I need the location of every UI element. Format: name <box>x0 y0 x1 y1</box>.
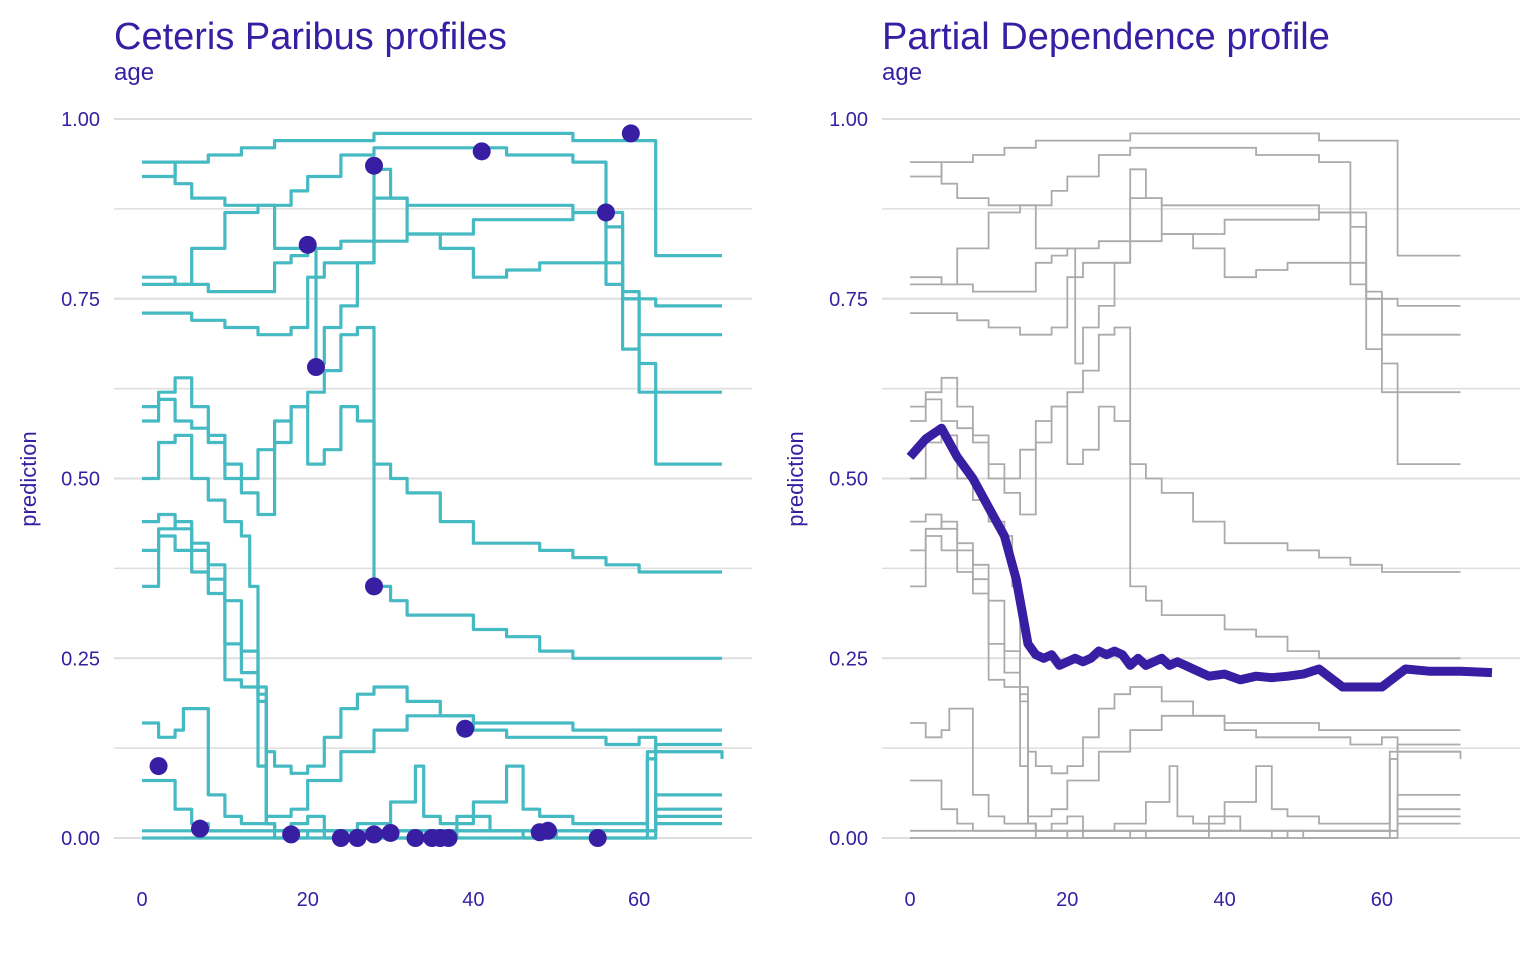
observation-point <box>539 821 557 840</box>
observation-point <box>365 156 383 175</box>
cp-profile-line <box>142 707 722 833</box>
cp-y-ticks: 0.00 0.25 0.50 0.75 1.00 <box>61 109 100 850</box>
pd-title: Partial Dependence profile <box>882 16 1330 58</box>
x-tick-label: 0 <box>904 889 915 911</box>
background-profile-line <box>910 707 1461 832</box>
observation-point <box>406 829 425 847</box>
y-tick-label: 0.25 <box>61 648 100 670</box>
observation-point <box>331 829 350 847</box>
cp-profile-line <box>142 167 722 366</box>
background-profile-line <box>910 326 1461 660</box>
pd-main-line <box>906 423 1493 692</box>
pd-panel: Partial Dependence profile age predictio… <box>783 16 1520 911</box>
x-tick-label: 40 <box>462 889 484 911</box>
observation-point <box>191 819 209 838</box>
cp-profile-line <box>142 131 722 258</box>
background-profile-line <box>910 520 1461 775</box>
background-profile-line <box>910 197 1461 394</box>
observation-point <box>597 203 615 222</box>
y-tick-label: 0.75 <box>61 289 100 311</box>
pd-subtitle: age <box>882 59 922 86</box>
y-tick-label: 0.50 <box>61 469 100 491</box>
observation-point <box>456 719 475 738</box>
observation-point <box>621 124 640 143</box>
cp-profile-line <box>142 325 722 660</box>
observation-point <box>149 757 168 776</box>
cp-profile-line <box>142 512 722 833</box>
cp-observation-points <box>149 124 640 847</box>
observation-point <box>439 829 458 847</box>
y-tick-label: 0.25 <box>829 648 868 670</box>
cp-x-ticks: 0 20 40 60 <box>136 889 650 911</box>
observation-point <box>472 142 491 161</box>
background-profile-line <box>910 132 1461 257</box>
background-profile-line <box>910 168 1461 365</box>
cp-panel: Ceteris Paribus profiles age prediction … <box>16 16 752 911</box>
cp-profile-line <box>142 196 722 394</box>
y-tick-label: 1.00 <box>829 109 868 131</box>
y-tick-label: 0.50 <box>829 469 868 491</box>
y-tick-label: 1.00 <box>61 109 100 131</box>
x-tick-label: 20 <box>297 889 319 911</box>
cp-profile-line <box>142 210 722 466</box>
observation-point <box>298 235 317 254</box>
pd-y-axis-label: prediction <box>783 431 808 526</box>
cp-profile-lines <box>142 131 724 840</box>
x-tick-label: 60 <box>1371 889 1393 911</box>
cp-profile-line <box>142 520 722 775</box>
partial-dependence-line <box>906 423 1493 692</box>
x-tick-label: 60 <box>628 889 650 911</box>
background-profile-line <box>910 146 1461 336</box>
observation-point <box>588 829 607 847</box>
cp-profile-line <box>142 757 722 833</box>
cp-subtitle: age <box>114 59 154 86</box>
cp-profile-line <box>142 146 722 337</box>
background-profile-line <box>910 376 1461 573</box>
observation-point <box>348 829 367 847</box>
cp-profile-line <box>142 433 722 818</box>
observation-point <box>365 577 383 596</box>
background-profile-line <box>910 211 1461 465</box>
cp-title: Ceteris Paribus profiles <box>114 16 507 58</box>
background-profile-line <box>910 815 1461 839</box>
observation-point <box>307 358 325 377</box>
y-tick-label: 0.00 <box>829 828 868 850</box>
background-profile-line <box>910 513 1461 832</box>
cp-y-axis-label: prediction <box>16 431 41 526</box>
x-tick-label: 20 <box>1056 889 1078 911</box>
x-tick-label: 0 <box>136 889 147 911</box>
x-tick-label: 40 <box>1213 889 1235 911</box>
observation-point <box>365 825 383 844</box>
cp-profile-line <box>142 534 724 840</box>
y-tick-label: 0.75 <box>829 289 868 311</box>
pd-y-ticks: 0.00 0.25 0.50 0.75 1.00 <box>829 109 868 850</box>
pd-background-profiles <box>910 132 1462 839</box>
cp-gridlines <box>114 118 752 839</box>
pd-x-ticks: 0 20 40 60 <box>904 889 1393 911</box>
observation-point <box>282 825 301 844</box>
background-profile-line <box>910 758 1461 832</box>
cp-profile-line <box>142 376 722 574</box>
y-tick-label: 0.00 <box>61 828 100 850</box>
observation-point <box>381 823 400 842</box>
